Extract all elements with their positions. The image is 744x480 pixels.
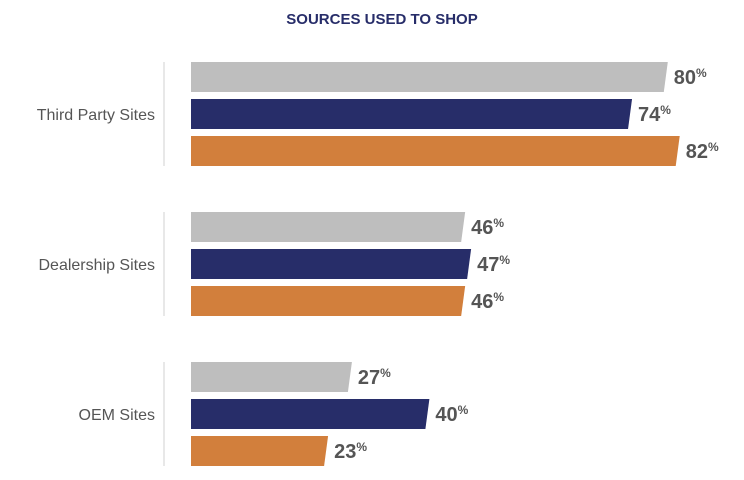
value-label: 40% bbox=[435, 403, 468, 426]
bar bbox=[191, 286, 466, 316]
category-label: Third Party Sites bbox=[37, 107, 155, 124]
value-label: 46% bbox=[471, 290, 504, 313]
value-labels: 80%74% 82% 46% 47% 46% 27% 40% 23% bbox=[334, 66, 719, 463]
value-label: 47% bbox=[477, 253, 510, 276]
category-label: Dealership Sites bbox=[39, 257, 156, 274]
bar bbox=[191, 62, 668, 92]
bar bbox=[191, 249, 472, 279]
bar bbox=[191, 99, 633, 129]
value-label: 27% bbox=[358, 366, 391, 389]
value-label: 80% bbox=[674, 66, 707, 89]
value-label: 82% bbox=[686, 140, 719, 163]
bar bbox=[191, 362, 352, 392]
bar bbox=[191, 212, 466, 242]
value-label: 46% bbox=[471, 216, 504, 239]
value-label: 74% bbox=[638, 103, 671, 126]
bar bbox=[191, 136, 680, 166]
category-labels: Third Party Sites Dealership Sites OEM Sit… bbox=[37, 107, 155, 424]
chart-title: SOURCES USED TO SHOP bbox=[286, 11, 477, 28]
value-label: 23% bbox=[334, 440, 367, 463]
category-label: OEM Sites bbox=[79, 407, 155, 424]
bar bbox=[191, 436, 329, 466]
bar bbox=[191, 399, 430, 429]
bars bbox=[191, 62, 680, 466]
